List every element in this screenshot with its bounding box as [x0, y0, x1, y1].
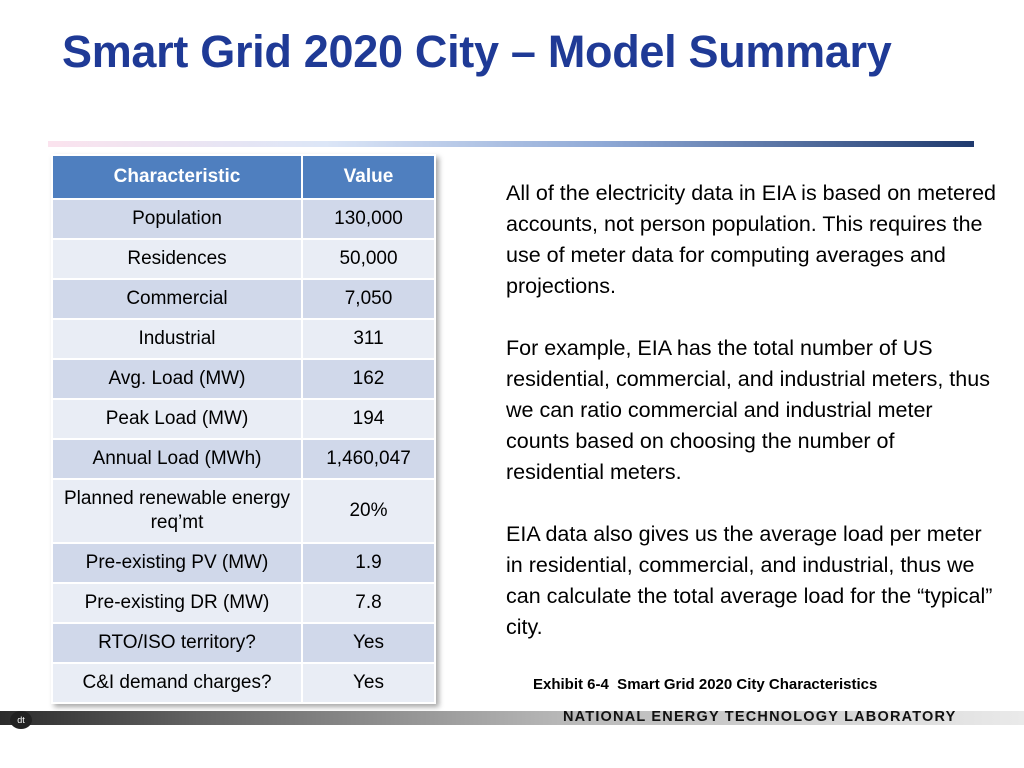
characteristic-cell: C&I demand charges?	[51, 662, 303, 704]
characteristic-cell: Commercial	[51, 278, 303, 320]
column-header-value: Value	[301, 154, 436, 200]
characteristic-cell: Population	[51, 198, 303, 240]
characteristic-cell: Peak Load (MW)	[51, 398, 303, 440]
table-row: Pre-existing PV (MW) 1.9	[51, 542, 436, 584]
netl-logo-icon: dt	[10, 711, 32, 729]
title-divider	[48, 141, 974, 147]
table-row: RTO/ISO territory? Yes	[51, 622, 436, 664]
value-cell: 50,000	[301, 238, 436, 280]
characteristic-cell: Pre-existing PV (MW)	[51, 542, 303, 584]
characteristics-table: Characteristic Value Population 130,000 …	[51, 154, 436, 704]
characteristic-cell: Avg. Load (MW)	[51, 358, 303, 400]
column-header-characteristic: Characteristic	[51, 154, 303, 200]
table-row: Pre-existing DR (MW) 7.8	[51, 582, 436, 624]
characteristic-cell: Pre-existing DR (MW)	[51, 582, 303, 624]
table-header-row: Characteristic Value	[51, 154, 436, 200]
table-row: Planned renewable energy req’mt 20%	[51, 478, 436, 544]
note-paragraph: EIA data also gives us the average load …	[506, 522, 993, 639]
table-row: Commercial 7,050	[51, 278, 436, 320]
value-cell: 20%	[301, 478, 436, 544]
value-cell: 1,460,047	[301, 438, 436, 480]
table-row: C&I demand charges? Yes	[51, 662, 436, 704]
table-row: Peak Load (MW) 194	[51, 398, 436, 440]
value-cell: 162	[301, 358, 436, 400]
exhibit-caption: Exhibit 6-4 Smart Grid 2020 City Charact…	[533, 676, 878, 693]
value-cell: 194	[301, 398, 436, 440]
characteristic-cell: Industrial	[51, 318, 303, 360]
slide-title: Smart Grid 2020 City – Model Summary	[62, 26, 892, 77]
explanation-text: All of the electricity data in EIA is ba…	[506, 178, 996, 674]
footer-bar	[0, 711, 1024, 725]
value-cell: 7,050	[301, 278, 436, 320]
value-cell: 7.8	[301, 582, 436, 624]
note-paragraph: All of the electricity data in EIA is ba…	[506, 181, 996, 298]
table-row: Avg. Load (MW) 162	[51, 358, 436, 400]
table-row: Annual Load (MWh) 1,460,047	[51, 438, 436, 480]
value-cell: Yes	[301, 622, 436, 664]
characteristics-table-container: Characteristic Value Population 130,000 …	[51, 154, 436, 704]
table-row: Industrial 311	[51, 318, 436, 360]
characteristic-cell: Residences	[51, 238, 303, 280]
table-row: Residences 50,000	[51, 238, 436, 280]
organization-name: NATIONAL ENERGY TECHNOLOGY LABORATORY	[563, 709, 957, 725]
value-cell: Yes	[301, 662, 436, 704]
characteristic-cell: Planned renewable energy req’mt	[51, 478, 303, 544]
characteristic-cell: RTO/ISO territory?	[51, 622, 303, 664]
value-cell: 1.9	[301, 542, 436, 584]
value-cell: 311	[301, 318, 436, 360]
note-paragraph: For example, EIA has the total number of…	[506, 336, 990, 484]
value-cell: 130,000	[301, 198, 436, 240]
characteristic-cell: Annual Load (MWh)	[51, 438, 303, 480]
table-row: Population 130,000	[51, 198, 436, 240]
